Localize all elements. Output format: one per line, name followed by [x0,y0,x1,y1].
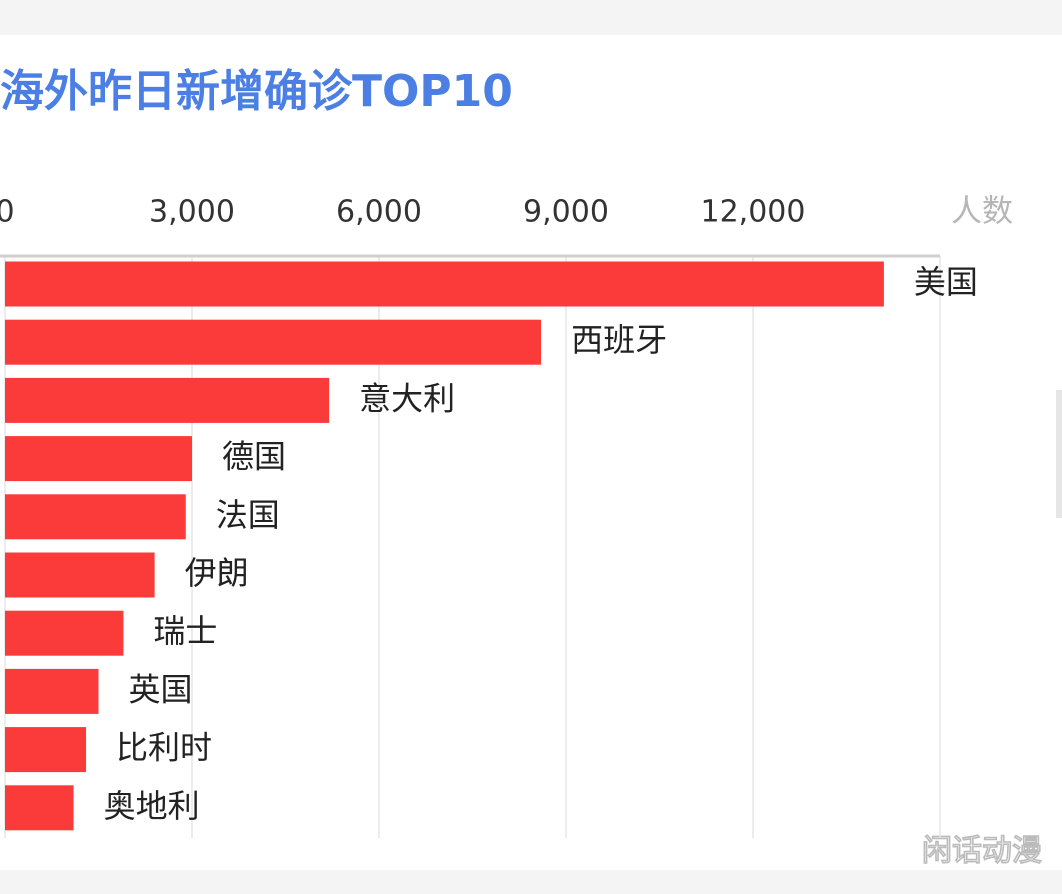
bar [5,319,542,365]
bar [5,261,884,307]
category-label: 瑞士 [153,612,217,650]
bar [5,785,74,831]
category-label: 比利时 [116,729,212,767]
category-label: 西班牙 [571,321,667,359]
bar [5,377,330,423]
category-label: 美国 [914,263,978,301]
chart-title: 海外昨日新增确诊TOP10 [0,66,513,117]
category-label: 伊朗 [185,554,249,592]
bar [5,668,99,714]
x-tick-label: 9,000 [523,195,609,230]
category-label: 意大利 [359,379,455,417]
category-label: 奥地利 [104,787,200,825]
x-tick-label: 3,000 [149,195,235,230]
watermark: 闲话动漫 [922,834,1042,869]
x-tick-label: 6,000 [336,195,422,230]
x-axis-label: 人数 [951,194,1013,230]
category-label: 法国 [216,496,280,534]
category-label: 德国 [222,438,286,476]
bar [5,494,186,540]
bar [5,436,192,482]
bar [5,727,87,773]
x-tick-label: 12,000 [701,195,806,230]
category-label: 英国 [129,670,193,708]
x-tick-label: 0 [0,195,15,230]
scroll-handle [1056,390,1062,518]
bar [5,552,155,598]
bar [5,610,124,656]
